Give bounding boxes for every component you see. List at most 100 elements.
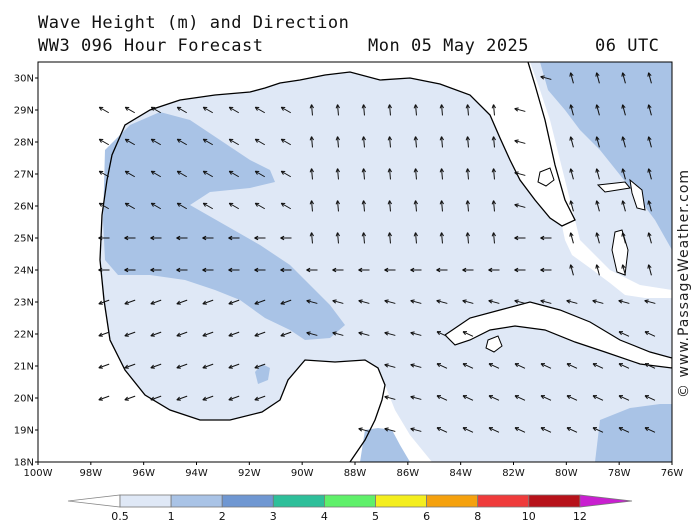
wave-arrow xyxy=(309,232,314,244)
wave-arrow xyxy=(514,363,526,369)
wave-arrow xyxy=(488,267,500,273)
wave-arrow xyxy=(176,331,188,337)
wave-arrow xyxy=(228,235,240,241)
wave-arrow xyxy=(150,202,162,210)
wave-arrow xyxy=(176,170,188,178)
wave-arrow xyxy=(124,106,136,114)
wave-arrow xyxy=(254,138,266,146)
wave-arrow xyxy=(595,104,600,116)
wave-arrow xyxy=(439,136,444,148)
wave-arrow xyxy=(150,395,162,401)
lon-label: 76W xyxy=(661,468,684,479)
lat-label: 19N xyxy=(14,426,34,437)
lon-label: 88W xyxy=(344,468,367,479)
forecast-date: Mon 05 May 2025 xyxy=(368,36,530,56)
wave-arrow xyxy=(569,232,574,244)
wave-arrow xyxy=(228,170,240,178)
wave-arrow xyxy=(306,331,318,336)
wave-arrow xyxy=(647,136,652,148)
wave-arrow xyxy=(566,427,578,433)
wave-arrow xyxy=(280,138,292,146)
wave-arrow xyxy=(595,72,600,84)
wave-arrow xyxy=(540,299,552,304)
wave-arrow xyxy=(644,395,656,401)
map-title: Wave Height (m) and Direction xyxy=(38,13,350,33)
wave-arrow xyxy=(569,264,574,276)
wave-arrow xyxy=(595,264,600,276)
wave-arrow xyxy=(332,267,344,273)
wave-arrow xyxy=(335,136,340,148)
lat-label: 28N xyxy=(14,138,34,149)
wave-arrow xyxy=(514,203,526,208)
wave-arrow xyxy=(465,136,470,148)
wave-arrow xyxy=(488,427,500,433)
lon-label: 96W xyxy=(132,468,155,479)
wave-arrow xyxy=(280,106,292,114)
wave-arrow xyxy=(202,202,214,210)
colorbar-label: 5 xyxy=(372,510,379,523)
wave-arrow xyxy=(514,139,526,144)
wave-arrow xyxy=(621,104,626,116)
wave-arrow xyxy=(384,427,396,432)
wave-arrow xyxy=(592,299,604,304)
wave-arrow xyxy=(595,136,600,148)
wave-arrow xyxy=(491,232,496,244)
wave-arrow xyxy=(514,107,526,112)
wave-arrow xyxy=(566,395,578,401)
wave-arrow xyxy=(410,299,422,304)
lon-label: 80W xyxy=(555,468,578,479)
wave-arrow xyxy=(202,267,214,273)
wave-arrow xyxy=(436,395,448,401)
wave-arrow xyxy=(410,395,422,400)
wave-arrow xyxy=(176,138,188,146)
wave-arrow xyxy=(566,363,578,369)
wave-arrow xyxy=(465,232,470,244)
wave-arrow xyxy=(335,104,340,116)
wave-arrow xyxy=(202,299,214,305)
wave-arrow xyxy=(254,395,266,401)
wave-arrow xyxy=(228,331,240,337)
wave-arrow xyxy=(592,363,604,369)
wave-arrow xyxy=(150,267,162,273)
wave-arrow xyxy=(228,138,240,146)
wave-arrow xyxy=(176,267,188,273)
wave-arrow xyxy=(569,168,574,180)
wave-arrow xyxy=(566,299,578,304)
wave-arrow xyxy=(410,267,422,273)
wave-arrow xyxy=(436,299,448,304)
colorbar-label: 4 xyxy=(321,510,328,523)
wave-arrow xyxy=(176,106,188,114)
wave-arrow xyxy=(569,200,574,212)
wave-arrow xyxy=(647,72,652,84)
wave-arrow xyxy=(361,104,366,116)
wave-arrow xyxy=(647,232,652,244)
wave-arrow xyxy=(358,299,370,304)
lon-label: 90W xyxy=(291,468,314,479)
wave-arrow xyxy=(280,267,292,273)
wave-arrow xyxy=(491,104,496,116)
colorbar-label: 10 xyxy=(522,510,536,523)
wave-arrow xyxy=(124,202,136,210)
wave-arrow xyxy=(150,170,162,178)
wave-arrow xyxy=(335,200,340,212)
wave-arrow xyxy=(176,395,188,401)
wave-arrow xyxy=(410,331,422,336)
wave-arrow xyxy=(335,232,340,244)
wave-arrow xyxy=(462,331,474,337)
wave-arrow xyxy=(387,104,392,116)
wave-arrow xyxy=(332,299,344,304)
lat-label: 22N xyxy=(14,330,34,341)
colorbar-low-extend xyxy=(67,494,121,508)
colorbar-segment xyxy=(426,494,479,508)
wave-zone-southeast xyxy=(595,404,672,462)
lake-okeechobee xyxy=(537,167,555,187)
wave-arrow xyxy=(621,168,626,180)
colorbar-segment xyxy=(477,494,530,508)
wave-arrow xyxy=(98,106,110,114)
wave-arrow xyxy=(621,232,626,244)
wave-arrow xyxy=(618,331,630,337)
wave-arrow xyxy=(124,235,136,241)
colorbar-segment xyxy=(170,494,223,508)
wave-arrow xyxy=(465,168,470,180)
wave-arrow xyxy=(384,395,396,400)
